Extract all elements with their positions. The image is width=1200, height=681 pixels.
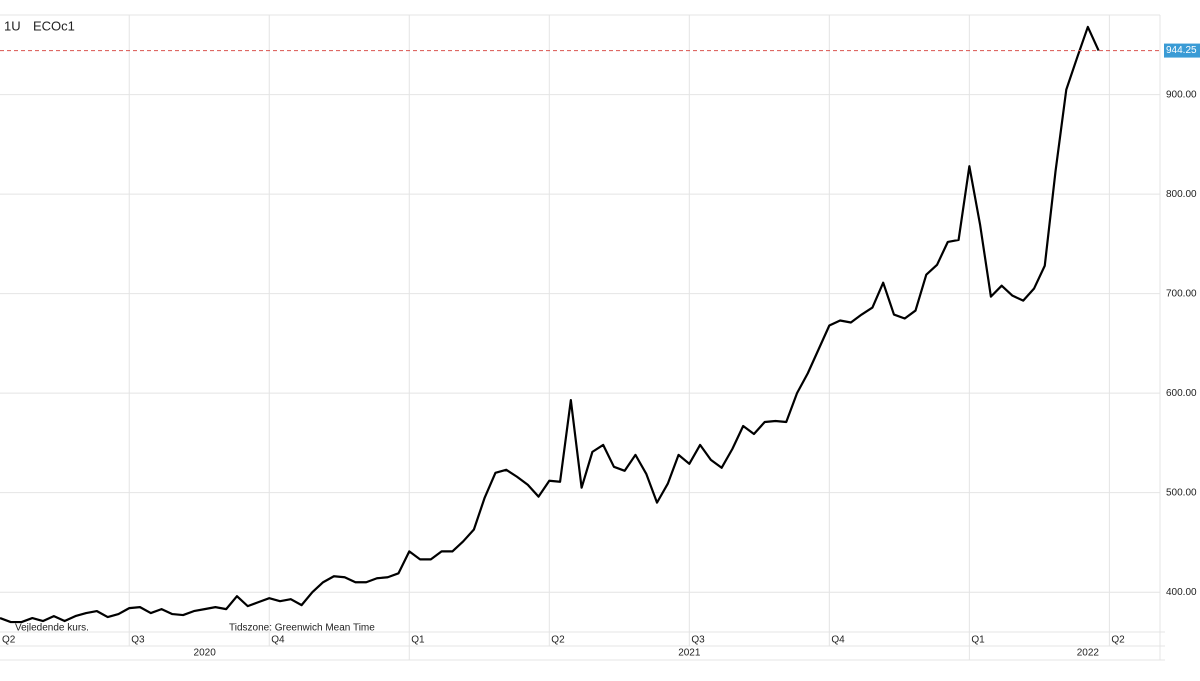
y-tick-label: 500.00 [1166, 487, 1197, 498]
interval: 1U [4, 18, 21, 33]
x-tick-label: Q1 [411, 635, 425, 646]
year-label: 2022 [1077, 648, 1100, 659]
symbol: ECOc1 [33, 18, 75, 33]
year-label: 2021 [678, 648, 701, 659]
last-price-box [1164, 43, 1200, 58]
price-line [0, 25, 1100, 624]
timezone: Tidszone: Greenwich Mean Time [229, 623, 375, 634]
y-tick-label: 700.00 [1166, 288, 1197, 299]
x-tick-label: Q4 [831, 635, 845, 646]
last-price-label: 944.25 [1166, 45, 1197, 56]
y-tick-label: 600.00 [1166, 388, 1197, 399]
note: Vejledende kurs. [15, 623, 89, 634]
y-tick-label: 900.00 [1166, 89, 1197, 100]
x-tick-label: Q4 [271, 635, 285, 646]
x-tick-label: Q3 [131, 635, 145, 646]
x-tick-label: Q2 [2, 635, 16, 646]
x-tick-label: Q2 [1111, 635, 1125, 646]
year-label: 2020 [194, 648, 217, 659]
x-tick-label: Q2 [551, 635, 565, 646]
x-tick-label: Q1 [971, 635, 985, 646]
x-tick-label: Q3 [691, 635, 705, 646]
y-tick-label: 800.00 [1166, 189, 1197, 200]
y-tick-label: 400.00 [1166, 587, 1197, 598]
